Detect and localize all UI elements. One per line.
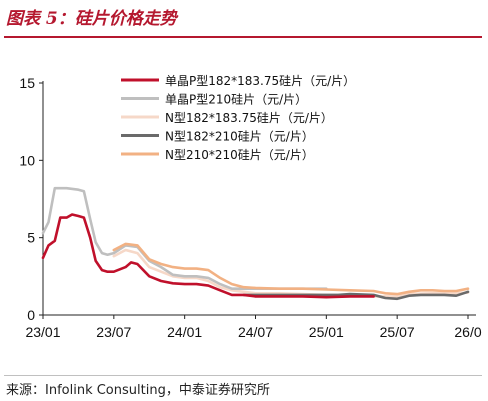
chart-legend: 单晶P型182*183.75硅片（元/片） 单晶P型210硅片（元/片） N型182… (121, 74, 355, 162)
x-tick-label: 23/07 (96, 324, 131, 340)
legend-label-3: N型182*210硅片（元/片） (165, 130, 314, 144)
source-note: 来源：Infolink Consulting，中泰证券研究所 (6, 383, 270, 398)
legend-label-0: 单晶P型182*183.75硅片（元/片） (165, 74, 355, 88)
series-line-3 (242, 290, 470, 301)
x-tick-label: 24/01 (167, 324, 202, 340)
y-tick-label: 15 (19, 75, 35, 91)
series-line-2 (112, 248, 470, 298)
figure-title: 图表 5：硅片价格走势 (6, 9, 177, 29)
legend-label-1: 单晶P型210硅片（元/片） (165, 93, 307, 107)
series-line-0 (41, 213, 375, 299)
source-rule (4, 375, 482, 376)
legend-label-4: N型210*210硅片（元/片） (165, 148, 314, 162)
series-line-1 (41, 186, 328, 290)
x-tick-label: 25/01 (309, 324, 344, 340)
chart-axes: 0 5 10 15 23/01 23/07 24/01 24/07 25/01 25/07 26/0 (19, 75, 481, 340)
x-tick-label: 24/07 (238, 324, 273, 340)
x-tick-label: 23/01 (25, 324, 60, 340)
series-line-4 (112, 242, 470, 296)
x-tick-label: 25/07 (380, 324, 415, 340)
y-tick-label: 10 (19, 152, 35, 168)
legend-label-2: N型182*183.75硅片（元/片） (165, 111, 333, 125)
x-tick-label: 26/0 (454, 324, 481, 340)
y-tick-label: 5 (27, 230, 35, 246)
y-tick-label: 0 (27, 307, 35, 323)
title-rule (4, 36, 482, 38)
chart-series-lines (41, 186, 470, 301)
